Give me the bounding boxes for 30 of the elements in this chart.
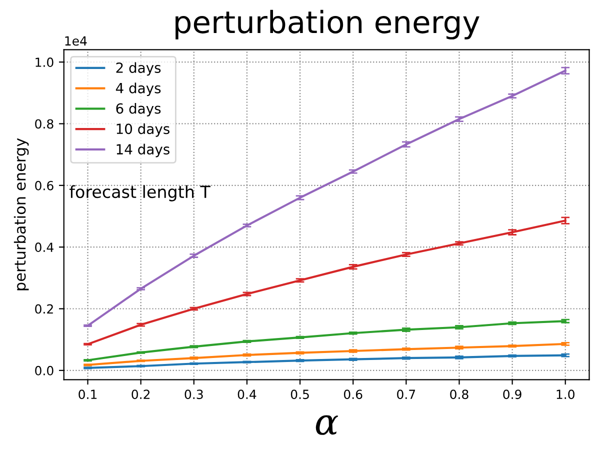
y-tick-label: 0.0 [35, 366, 54, 376]
legend-label: 4 days [116, 82, 161, 96]
x-tick-label: 0.9 [503, 390, 522, 400]
x-tick-label: 1.0 [556, 390, 574, 400]
x-tick-label: 0.8 [450, 390, 468, 400]
x-tick-label: 0.2 [132, 390, 150, 400]
x-tick-label: 0.5 [290, 390, 309, 400]
x-tick-label: 0.3 [184, 390, 203, 400]
legend-label: 6 days [116, 102, 161, 116]
y-tick-label: 0.8 [35, 119, 54, 129]
annotation: forecast length T [70, 185, 210, 202]
y-tick-label: 0.4 [35, 242, 54, 252]
x-tick-label: 0.7 [397, 390, 416, 400]
y-tick-label: 1.0 [36, 58, 54, 67]
x-axis-title: α [316, 415, 338, 435]
y-axis-title: perturbation energy [14, 138, 29, 290]
chart-title: perturbation energy [176, 10, 480, 40]
legend-label: 10 days [116, 123, 170, 137]
legend-label: 14 days [116, 144, 170, 158]
y-tick-label: 0.6 [35, 180, 54, 190]
line-series [86, 354, 566, 370]
x-tick-label: 0.6 [344, 390, 362, 400]
line-series [86, 220, 566, 346]
x-tick-label: 0.1 [78, 390, 97, 400]
y-tick-label: 0.2 [35, 304, 53, 314]
line-series [86, 342, 566, 366]
legend-label: 2 days [116, 62, 161, 76]
text: 1e4 [65, 36, 87, 46]
line-series [86, 320, 566, 362]
x-tick-label: 0.4 [238, 390, 256, 400]
